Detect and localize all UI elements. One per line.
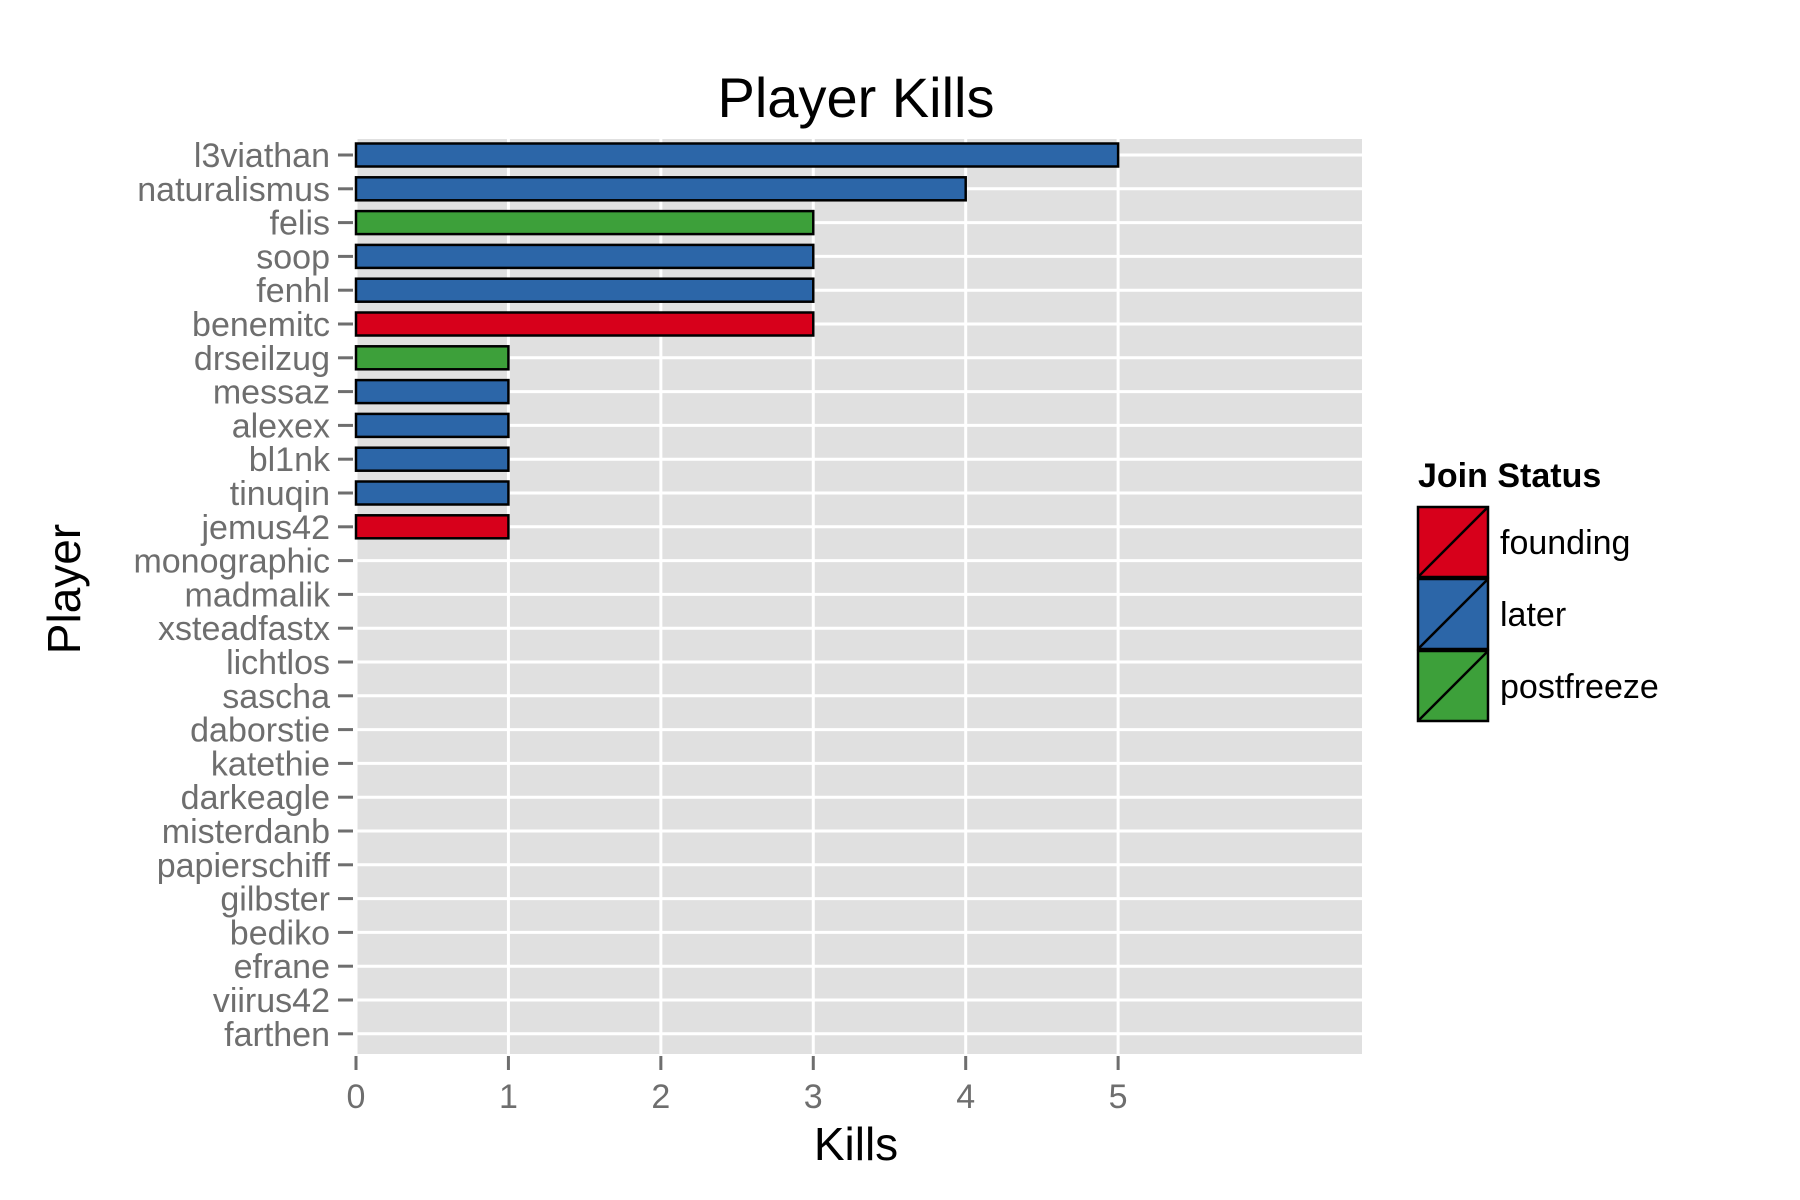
y-tick-label: soop [256,238,330,276]
bar-l3viathan [356,144,1118,167]
legend-title: Join Status [1418,457,1601,495]
chart-title: Player Kills [718,66,995,129]
bar-naturalismus [356,177,966,200]
y-tick-label: papierschiff [157,847,331,885]
bar-fenhl [356,279,813,302]
x-tick-label: 2 [651,1078,670,1116]
y-tick-label: misterdanb [162,813,330,851]
y-tick-label: lichtlos [226,644,330,682]
x-axis: 0 1 2 3 4 5 [347,1056,1128,1116]
y-axis: l3viathannaturalismusfelissoopfenhlbenem… [133,137,353,1054]
legend-label-founding: founding [1500,524,1630,562]
bar-jemus42 [356,515,508,538]
panel-background [356,139,1362,1054]
y-tick-label: benemitc [192,306,330,344]
plot-panel [356,139,1362,1054]
x-tick-label: 4 [956,1078,975,1116]
legend: Join Status founding later postfreeze [1418,457,1659,721]
y-axis-title: Player [38,524,90,654]
y-tick-label: madmalik [185,576,331,614]
x-tick-label: 1 [499,1078,518,1116]
y-tick-label: drseilzug [194,340,330,378]
bar-drseilzug [356,346,508,369]
bar-alexex [356,414,508,437]
y-tick-label: tinuqin [230,475,330,513]
y-tick-label: naturalismus [137,171,330,209]
y-tick-label: monographic [133,543,330,581]
legend-label-postfreeze: postfreeze [1500,668,1659,706]
bar-messaz [356,380,508,403]
y-tick-label: efrane [234,948,330,986]
x-axis-title: Kills [814,1118,898,1170]
y-tick-label: viirus42 [213,982,330,1020]
x-tick-label: 3 [804,1078,823,1116]
y-tick-label: farthen [224,1016,330,1054]
x-tick-label: 5 [1109,1078,1128,1116]
legend-label-later: later [1500,596,1566,634]
x-tick-label: 0 [347,1078,366,1116]
y-tick-label: messaz [213,374,330,412]
y-tick-label: bediko [230,914,330,952]
y-tick-label: gilbster [220,881,330,919]
y-tick-label: darkeagle [181,779,330,817]
y-tick-label: alexex [232,407,330,445]
y-tick-label: daborstie [190,712,330,750]
y-tick-label: felis [270,205,330,243]
y-tick-label: jemus42 [200,509,330,547]
bar-benemitc [356,313,813,336]
y-tick-label: fenhl [256,272,330,310]
bar-bl1nk [356,448,508,471]
bar-soop [356,245,813,268]
y-tick-label: sascha [222,678,330,716]
y-tick-label: katethie [211,745,330,783]
y-tick-label: xsteadfastx [158,610,330,648]
y-tick-label: l3viathan [194,137,330,175]
bar-felis [356,211,813,234]
y-tick-label: bl1nk [249,441,331,479]
bar-tinuqin [356,482,508,505]
